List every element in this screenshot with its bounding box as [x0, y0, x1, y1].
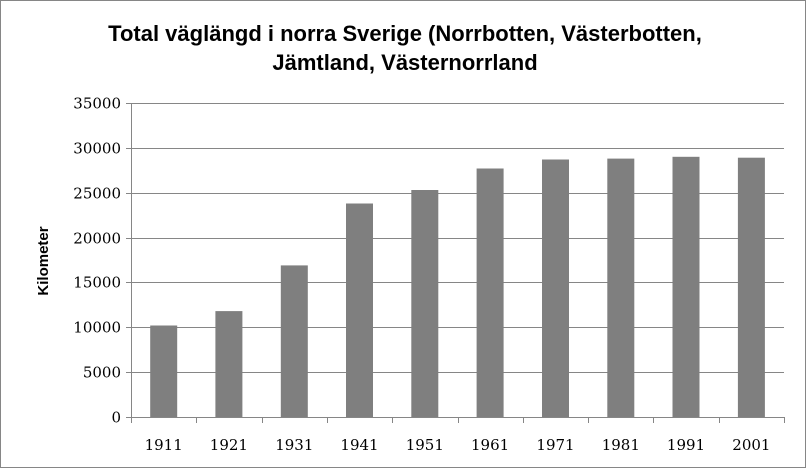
- y-tick-label: 5000: [83, 364, 121, 382]
- x-tick-label: 1971: [536, 436, 574, 454]
- bar-1931: [280, 265, 308, 417]
- axes: [126, 103, 785, 423]
- x-tick-label: 1951: [406, 436, 444, 454]
- bar-2001: [737, 157, 765, 417]
- x-tick-label: 1961: [471, 436, 509, 454]
- chart-title-line-2: Jämtland, Västernorrland: [272, 50, 538, 75]
- bars: [150, 156, 765, 418]
- x-tick-label: 1991: [667, 436, 705, 454]
- y-tick-label: 30000: [73, 140, 121, 158]
- y-tick-label: 20000: [73, 230, 121, 248]
- x-tick-label: 1981: [602, 436, 640, 454]
- x-tick-label: 1911: [145, 436, 183, 454]
- bar-1991: [672, 156, 700, 418]
- y-tick-label: 15000: [73, 274, 121, 292]
- bar-1961: [476, 168, 504, 417]
- bar-1941: [346, 203, 373, 417]
- y-axis-label: Kilometer: [35, 226, 52, 295]
- bar-1911: [150, 325, 178, 417]
- bar-1981: [607, 158, 635, 417]
- x-tick-label: 1941: [340, 436, 378, 454]
- bar-1921: [215, 311, 243, 417]
- y-tick-label: 0: [111, 409, 121, 427]
- bar-1971: [542, 159, 569, 417]
- y-tick-label: 35000: [73, 95, 121, 113]
- chart-title-line-1: Total väglängd i norra Sverige (Norrbott…: [108, 21, 702, 46]
- y-tick-label: 25000: [73, 185, 121, 203]
- x-tick-label: 1921: [210, 436, 248, 454]
- bar-1951: [411, 190, 439, 417]
- y-tick-label: 10000: [73, 319, 121, 337]
- x-tick-label: 2001: [732, 436, 770, 454]
- chart-title: Total väglängd i norra Sverige (Norrbott…: [1, 19, 808, 77]
- y-tick-labels: 0 5000 10000 15000 20000 25000 30000 35000: [73, 95, 121, 427]
- x-tick-label: 1931: [275, 436, 313, 454]
- x-tick-labels: 1911 1921 1931 1941 1951 1961 1971 1981 1991 2001: [145, 436, 771, 454]
